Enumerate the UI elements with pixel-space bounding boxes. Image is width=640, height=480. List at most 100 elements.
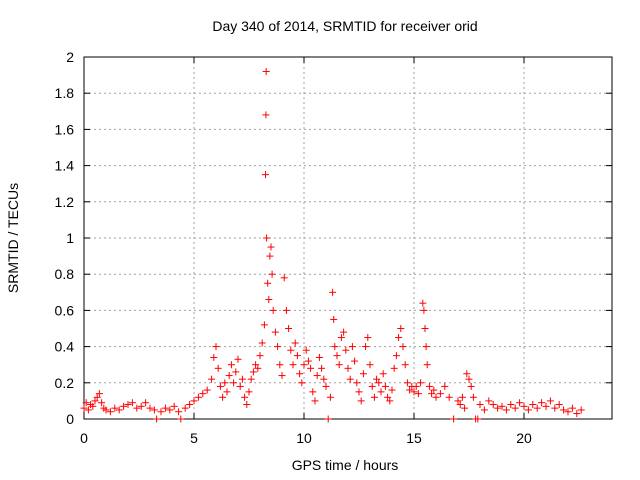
data-point — [177, 415, 185, 423]
data-point — [203, 386, 211, 394]
data-point — [274, 343, 282, 351]
data-point — [406, 386, 414, 394]
data-point — [430, 386, 438, 394]
data-point — [89, 402, 97, 410]
data-point — [463, 370, 471, 378]
data-point — [266, 252, 274, 260]
data-point — [560, 406, 568, 414]
x-axis-label: GPS time / hours — [292, 457, 399, 473]
data-points — [80, 67, 585, 423]
data-point — [480, 406, 488, 414]
data-point — [181, 404, 189, 412]
data-point — [315, 353, 323, 361]
data-point — [264, 279, 272, 287]
data-point — [425, 382, 433, 390]
data-point — [568, 404, 576, 412]
data-point — [238, 375, 246, 383]
data-point — [441, 382, 449, 390]
data-point — [373, 375, 381, 383]
data-point — [302, 346, 310, 354]
data-point — [216, 382, 224, 390]
data-point — [262, 171, 269, 179]
data-point — [359, 370, 367, 378]
data-point — [194, 393, 202, 401]
data-point — [80, 404, 88, 412]
data-point — [533, 404, 541, 412]
data-point — [422, 343, 430, 351]
x-tick-label: 5 — [190, 430, 198, 446]
data-point — [577, 406, 585, 414]
data-point — [271, 328, 279, 336]
data-point — [333, 352, 341, 360]
data-point — [476, 401, 484, 409]
data-point — [157, 408, 165, 416]
data-point — [375, 379, 383, 387]
data-point — [210, 353, 218, 361]
data-point — [465, 375, 473, 383]
data-point — [289, 361, 297, 369]
data-point — [93, 393, 101, 401]
data-point — [304, 357, 312, 365]
data-point — [388, 386, 396, 394]
data-point — [432, 393, 440, 401]
data-point — [335, 361, 343, 369]
data-point — [529, 401, 537, 409]
data-point — [524, 406, 532, 414]
data-point — [214, 364, 222, 372]
data-point — [467, 382, 475, 390]
y-tick-label: 0 — [66, 411, 74, 427]
data-point — [254, 364, 262, 372]
data-point — [232, 368, 240, 376]
chart-title: Day 340 of 2014, SRMTID for receiver ori… — [212, 18, 477, 34]
data-point — [410, 388, 418, 396]
data-point — [421, 325, 429, 332]
data-point — [381, 382, 389, 390]
data-point — [454, 397, 462, 405]
data-point — [307, 364, 315, 372]
data-point — [390, 364, 398, 372]
data-point — [489, 401, 497, 409]
data-point — [428, 390, 436, 398]
data-point — [269, 306, 277, 314]
data-point — [153, 415, 161, 423]
data-point — [564, 408, 572, 416]
data-point — [227, 361, 235, 369]
data-point — [133, 404, 141, 412]
data-point — [555, 401, 563, 409]
plot-frame — [83, 56, 613, 420]
data-point — [262, 111, 270, 119]
data-point — [348, 343, 356, 351]
data-point — [445, 393, 453, 401]
data-point — [401, 361, 409, 369]
data-point — [230, 379, 238, 387]
data-point — [260, 321, 268, 329]
data-point — [124, 401, 132, 409]
data-point — [256, 352, 264, 360]
y-tick-label: 1.8 — [55, 85, 75, 101]
data-point — [353, 379, 361, 387]
data-point — [331, 343, 339, 351]
data-point — [366, 361, 374, 369]
data-point — [190, 397, 198, 405]
data-point — [208, 375, 216, 383]
data-point — [355, 388, 363, 396]
data-point — [412, 382, 420, 390]
data-point — [511, 404, 519, 412]
data-point — [458, 393, 466, 401]
data-point — [212, 343, 220, 351]
data-point — [223, 388, 231, 396]
data-point — [263, 234, 271, 242]
data-point — [399, 343, 407, 351]
y-tick-label: 1.2 — [55, 194, 75, 210]
data-point — [368, 382, 376, 390]
data-point — [128, 399, 136, 407]
data-point — [337, 334, 345, 342]
data-point — [384, 393, 392, 401]
data-point — [469, 393, 477, 401]
data-point — [221, 379, 229, 387]
data-point — [344, 364, 352, 372]
data-point — [268, 270, 276, 278]
data-point — [161, 404, 169, 412]
data-point — [351, 357, 359, 365]
data-point — [285, 325, 293, 332]
